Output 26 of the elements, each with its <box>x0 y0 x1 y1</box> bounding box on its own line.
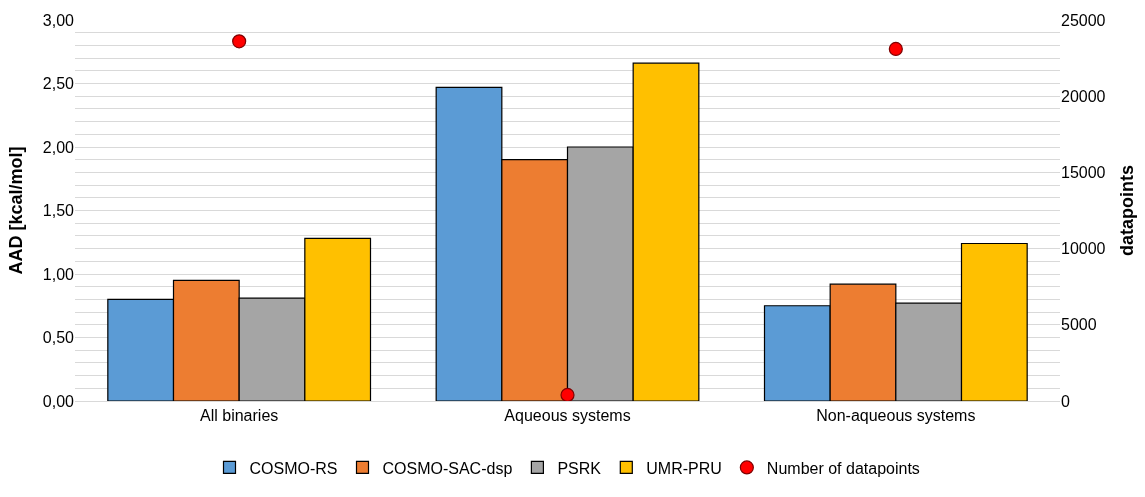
legend-label: PSRK <box>557 459 602 477</box>
legend-label: COSMO-SAC-dsp <box>382 459 513 477</box>
y-tick-label: 0,50 <box>42 329 75 347</box>
y2-tick-label: 15000 <box>1061 164 1106 181</box>
y-tick-label: 1,50 <box>42 202 75 220</box>
y-tick-label: 0,00 <box>42 392 75 410</box>
legend-label: Number of datapoints <box>766 459 920 477</box>
x-tick-label: Non-aqueous systems <box>816 407 976 425</box>
legend-label: UMR-PRU <box>646 459 722 477</box>
y-tick-label: 2,00 <box>42 138 75 156</box>
y-tick-label: 3,00 <box>42 11 75 29</box>
point <box>560 387 575 401</box>
y2-tick-label: 0 <box>1061 392 1070 410</box>
point <box>232 34 247 49</box>
y-axis-title: AAD [kcal/mol] <box>6 146 27 275</box>
x-tick-label: All binaries <box>200 407 279 425</box>
y-tick-label: 1,00 <box>42 265 75 283</box>
point <box>888 41 903 57</box>
y2-tick-label: 5000 <box>1061 316 1097 334</box>
x-tick-label: Aqueous systems <box>504 407 631 425</box>
legend-label: COSMO-RS <box>249 459 338 477</box>
y-tick-label: 2,50 <box>42 75 75 93</box>
y2-tick-label: 25000 <box>1061 11 1106 29</box>
y2-axis-title: datapoints <box>1116 164 1137 257</box>
y2-tick-label: 10000 <box>1061 240 1106 258</box>
y2-tick-label: 20000 <box>1061 87 1106 105</box>
